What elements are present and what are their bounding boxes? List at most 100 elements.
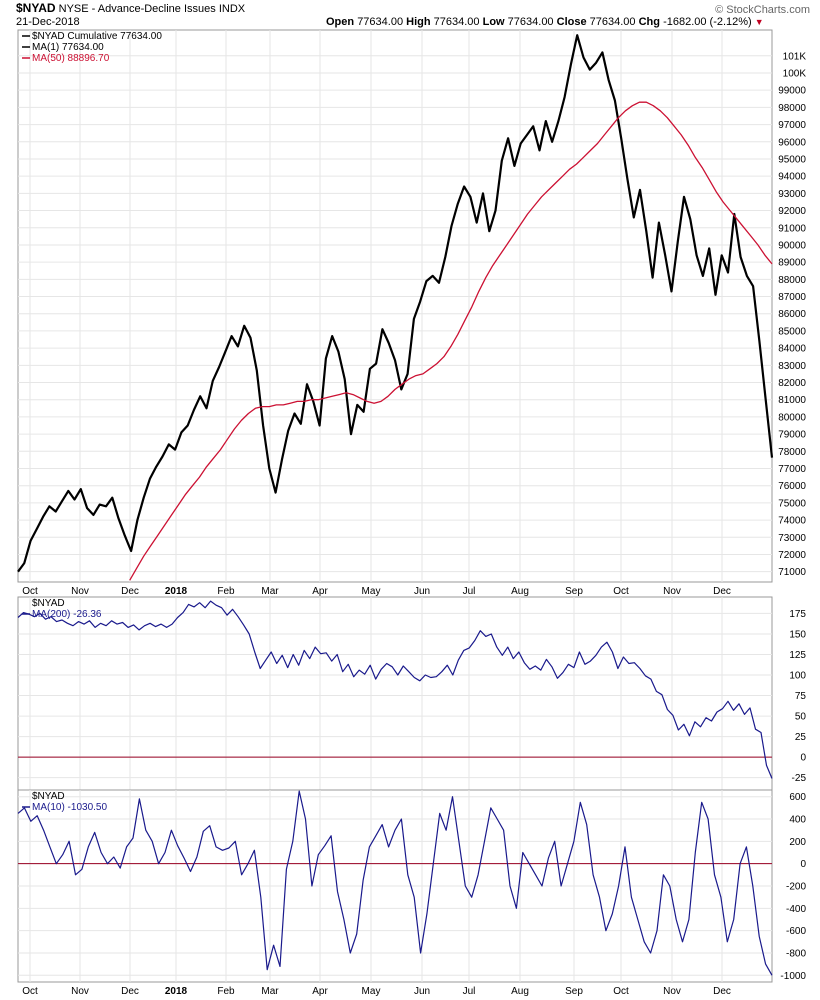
low-label: Low	[482, 16, 505, 28]
y-tick-label: 84000	[778, 344, 806, 355]
x-tick-label: Nov	[663, 586, 681, 597]
y-tick-label: 90000	[778, 240, 806, 251]
close-value: 77634.00	[589, 16, 636, 28]
x-tick-label: Sep	[565, 986, 583, 997]
x-tick-label: Nov	[71, 586, 89, 597]
x-tick-label: Dec	[121, 986, 139, 997]
series-line-ma-50-	[129, 101, 773, 581]
series-group-2	[17, 600, 773, 779]
x-tick-label: Jun	[414, 986, 430, 997]
y-tick-label: 100K	[783, 68, 807, 79]
legend-entry: MA(10) -1030.50	[32, 802, 107, 813]
y-tick-label: 200	[789, 837, 806, 848]
y-tick-label: 97000	[778, 120, 806, 131]
y-tick-label: 73000	[778, 533, 806, 544]
x-tick-label: Oct	[613, 586, 629, 597]
y-tick-label: 95000	[778, 154, 806, 165]
chg-label: Chg	[638, 16, 660, 28]
y-tick-label: 92000	[778, 206, 806, 217]
x-tick-label: Nov	[663, 986, 681, 997]
down-triangle-icon: ▼	[754, 17, 764, 27]
x-tick-label: Sep	[565, 586, 583, 597]
symbol: $NYAD	[16, 1, 56, 15]
panel-frame-2	[17, 596, 773, 791]
y-tick-label: -800	[786, 948, 806, 959]
x-tick-label: Apr	[312, 986, 328, 997]
legend-entry: $NYAD	[32, 791, 65, 802]
x-tick-label: May	[362, 986, 381, 997]
x-tick-label: Oct	[22, 986, 38, 997]
y-tick-label: 75000	[778, 498, 806, 509]
y-tick-label: 150	[789, 629, 806, 640]
legend-entry: MA(50) 88896.70	[32, 53, 110, 64]
y-tick-label: 85000	[778, 326, 806, 337]
y-tick-label: 400	[789, 815, 806, 826]
y-tick-label: 80000	[778, 412, 806, 423]
x-tick-label: Feb	[217, 586, 235, 597]
y-tick-label: -600	[786, 926, 806, 937]
series-line-ma-200-	[17, 600, 773, 779]
x-tick-label: Aug	[511, 586, 529, 597]
y-tick-label: 87000	[778, 292, 806, 303]
y-tick-label: 88000	[778, 275, 806, 286]
y-tick-label: 96000	[778, 137, 806, 148]
legend-entry: MA(1) 77634.00	[32, 42, 104, 53]
y-tick-label: 600	[789, 792, 806, 803]
y-tick-label: 93000	[778, 189, 806, 200]
y-tick-label: 94000	[778, 172, 806, 183]
chg-value: -1682.00 (-2.12%)	[663, 16, 752, 28]
y-tick-label: 89000	[778, 258, 806, 269]
y-tick-label: 78000	[778, 447, 806, 458]
y-tick-label: 75	[795, 691, 807, 702]
x-tick-label: Jul	[463, 986, 476, 997]
x-tick-label: 2018	[165, 986, 188, 997]
low-value: 77634.00	[507, 16, 554, 28]
panel-frame-1	[17, 29, 773, 583]
y-tick-label: -200	[786, 882, 806, 893]
x-tick-label: Dec	[713, 986, 731, 997]
y-tick-label: 83000	[778, 361, 806, 372]
y-tick-label: 50	[795, 712, 807, 723]
y-tick-label: 81000	[778, 395, 806, 406]
y-tick-label: 100	[789, 671, 806, 682]
y-tick-label: 25	[795, 732, 807, 743]
y-tick-label: 76000	[778, 481, 806, 492]
y-tick-label: 125	[789, 650, 806, 661]
legend-entry: $NYAD Cumulative 77634.00	[32, 31, 162, 42]
x-tick-label: Jun	[414, 586, 430, 597]
x-tick-label: Apr	[312, 586, 328, 597]
x-tick-label: May	[362, 586, 381, 597]
x-tick-label: Mar	[261, 586, 279, 597]
series-group-3	[17, 790, 773, 976]
y-tick-label: 82000	[778, 378, 806, 389]
y-tick-label: 98000	[778, 103, 806, 114]
open-value: 77634.00	[357, 16, 404, 28]
high-label: High	[406, 16, 431, 28]
y-tick-label: 86000	[778, 309, 806, 320]
y-tick-label: 99000	[778, 86, 806, 97]
series-line--nyad-cumulative	[17, 34, 774, 573]
x-tick-label: Aug	[511, 986, 529, 997]
x-tick-label: Jul	[463, 586, 476, 597]
y-tick-label: -25	[792, 773, 807, 784]
quote-bar: Open 77634.00 High 77634.00 Low 77634.00…	[326, 16, 764, 29]
series-group-1	[17, 34, 774, 581]
y-tick-label: -400	[786, 904, 806, 915]
legend-entry: MA(200) -26.36	[32, 609, 102, 620]
y-tick-label: 72000	[778, 550, 806, 561]
chart-header: $NYAD NYSE - Advance-Decline Issues INDX	[16, 2, 245, 16]
legend-entry: $NYAD	[32, 598, 65, 609]
date-label: 21-Dec-2018	[16, 16, 80, 28]
x-tick-label: Dec	[121, 586, 139, 597]
high-value: 77634.00	[433, 16, 480, 28]
y-tick-label: 101K	[783, 51, 807, 62]
y-tick-label: 0	[800, 753, 806, 764]
x-tick-label: Nov	[71, 986, 89, 997]
y-tick-label: 79000	[778, 430, 806, 441]
y-tick-label: 74000	[778, 516, 806, 527]
watermark: © StockCharts.com	[715, 4, 810, 16]
x-tick-label: 2018	[165, 586, 188, 597]
close-label: Close	[556, 16, 587, 28]
x-tick-label: Oct	[613, 986, 629, 997]
